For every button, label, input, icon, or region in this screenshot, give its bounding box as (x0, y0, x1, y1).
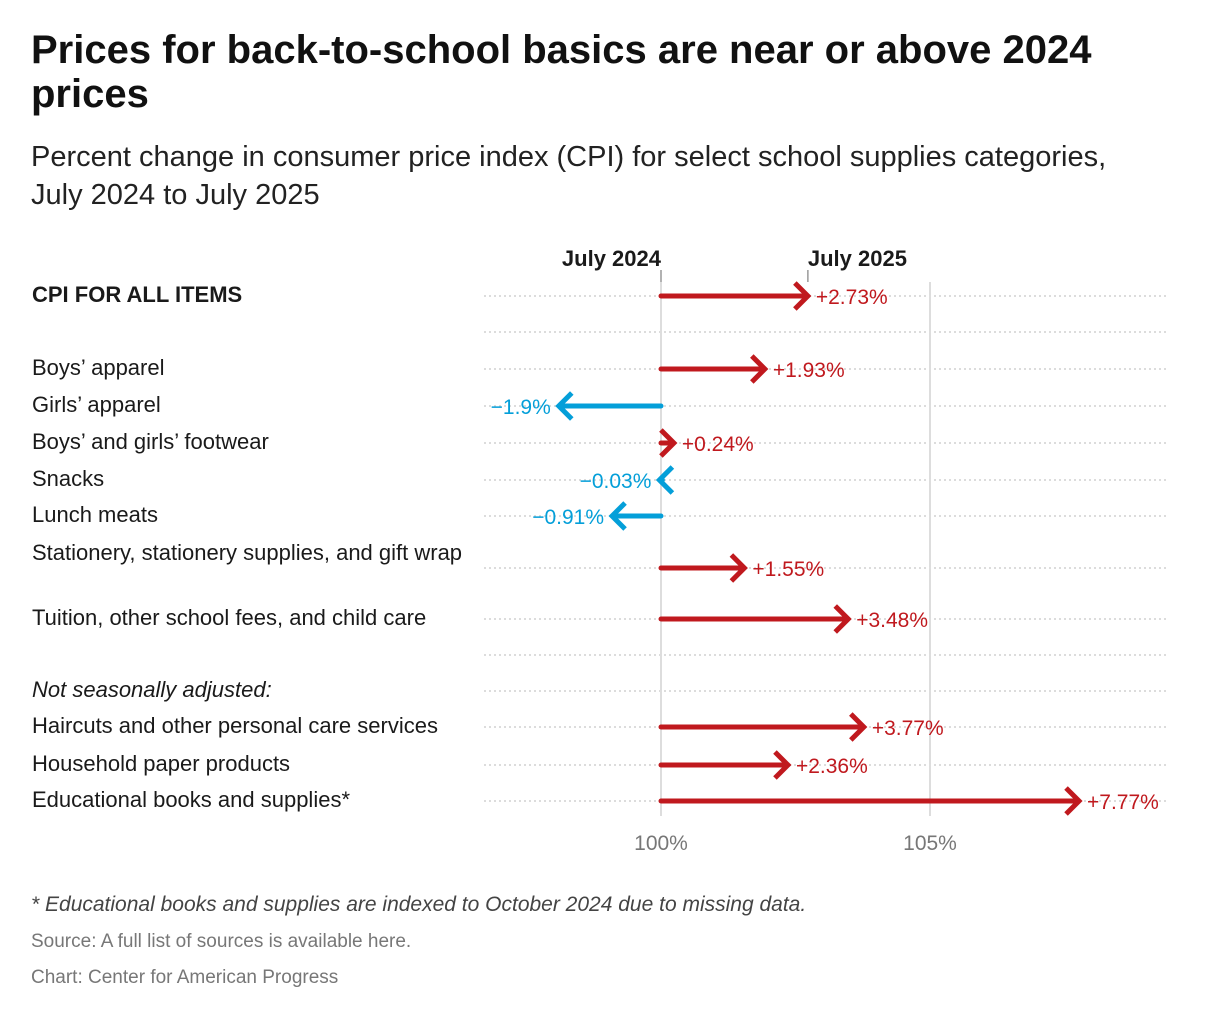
row-label: Household paper products (32, 751, 291, 776)
row-label: Haircuts and other personal care service… (32, 713, 438, 738)
row-label: Stationery, stationery supplies, and gif… (32, 540, 463, 565)
x-tick-label: 100% (634, 832, 688, 855)
row-label: CPI FOR ALL ITEMS (32, 282, 243, 307)
row-label: Snacks (32, 466, 105, 491)
row-label: Boys’ and girls’ footwear (32, 429, 269, 454)
value-label: +2.36% (796, 755, 868, 778)
x-tick-label: 105% (903, 832, 957, 855)
arrow-mark (655, 465, 675, 495)
arrow-mark (658, 786, 1083, 816)
value-label: +3.48% (856, 609, 928, 632)
arrow-head (833, 604, 852, 634)
arrow-head (849, 712, 868, 742)
start-label: July 2024 (562, 246, 662, 271)
arrow-head (655, 465, 675, 495)
arrow-head (773, 750, 792, 780)
arrow-mark (658, 428, 678, 458)
arrow-mark (658, 354, 769, 384)
row-label: Girls’ apparel (32, 392, 161, 417)
footnote: * Educational books and supplies are ind… (31, 893, 807, 916)
chart-title: Prices for back-to-school basics are nea… (31, 28, 1092, 116)
value-label: +1.93% (773, 359, 845, 382)
value-label: +3.77% (872, 717, 944, 740)
arrow-mark (658, 281, 812, 311)
arrow-mark (658, 750, 792, 780)
chart-credit: Chart: Center for American Progress (31, 967, 339, 988)
arrow-head (659, 428, 678, 458)
arrow-head (608, 501, 627, 531)
arrow-mark (658, 604, 852, 634)
value-label: +1.55% (752, 558, 824, 581)
arrow-mark (658, 712, 868, 742)
source-note[interactable]: Source: A full list of sources is availa… (31, 931, 412, 952)
arrow-mark (555, 391, 664, 421)
value-label: +0.24% (682, 433, 754, 456)
value-label: −1.9% (491, 396, 551, 419)
arrow-head (1064, 786, 1083, 816)
arrow-mark (658, 553, 748, 583)
value-label: −0.91% (532, 506, 604, 529)
arrow-head (793, 281, 812, 311)
row-label: Not seasonally adjusted: (32, 677, 272, 702)
arrow-head (555, 391, 574, 421)
row-label: Lunch meats (32, 502, 158, 527)
value-label: −0.03% (580, 470, 652, 493)
row-label: Educational books and supplies* (32, 787, 351, 812)
chart-subtitle: Percent change in consumer price index (… (31, 141, 1107, 211)
row-label: Boys’ apparel (32, 355, 165, 380)
arrow-head (729, 553, 748, 583)
arrow-head (750, 354, 769, 384)
row-label: Tuition, other school fees, and child ca… (32, 605, 427, 630)
value-label: +2.73% (816, 286, 888, 309)
value-label: +7.77% (1087, 791, 1159, 814)
arrow-mark (608, 501, 664, 531)
end-label: July 2025 (808, 246, 907, 271)
